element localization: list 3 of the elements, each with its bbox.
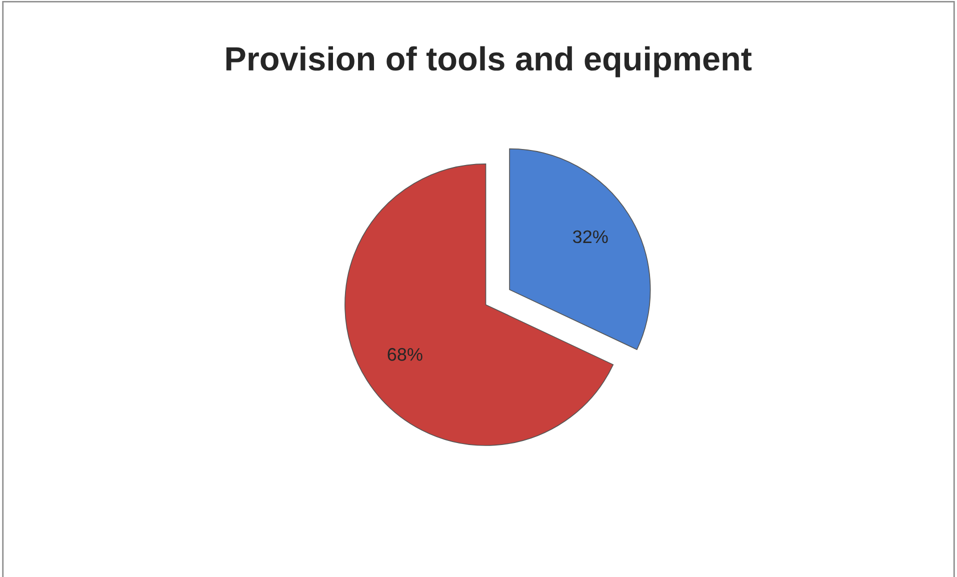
data-label: 68%: [388, 348, 422, 361]
data-label: 32%: [572, 230, 608, 244]
chart-title: Provision of tools and equipment: [226, 46, 752, 78]
